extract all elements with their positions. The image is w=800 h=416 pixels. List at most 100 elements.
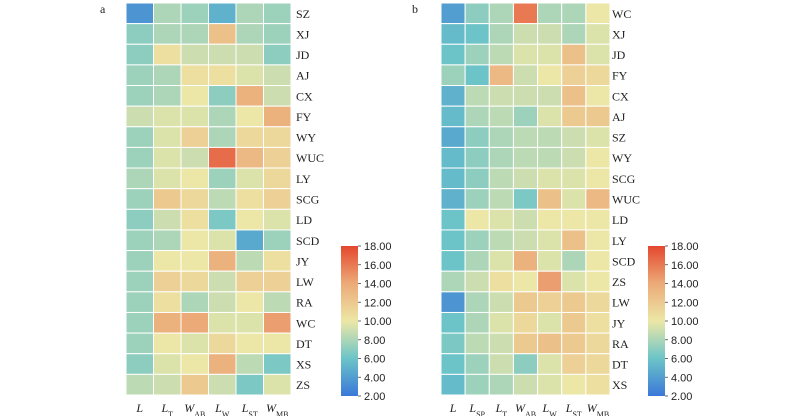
heatmap-cell (488, 229, 514, 252)
row-label: WUC (296, 151, 324, 165)
heatmap-cell (125, 64, 154, 87)
row-label: CX (612, 89, 629, 103)
heatmap-cell (512, 373, 539, 396)
heatmap-cell (537, 188, 563, 210)
heatmap-cell (488, 373, 514, 396)
heatmap-cell (208, 208, 237, 231)
heatmap-cell (153, 311, 182, 334)
row-label: ZS (296, 378, 310, 392)
heatmap-cell (235, 43, 264, 66)
heatmap-cell (440, 311, 466, 334)
row-label: CX (296, 89, 313, 103)
heatmap-cell (488, 126, 514, 148)
heatmap-cell (512, 311, 539, 334)
heatmap-cell (512, 23, 539, 45)
heatmap-cell (125, 85, 154, 107)
row-label: LY (612, 234, 627, 248)
heatmap-cell (537, 167, 563, 190)
heatmap-cell (464, 311, 490, 334)
heatmap-cell (153, 270, 182, 293)
row-label: DT (612, 358, 629, 372)
heatmap-cell (263, 105, 292, 128)
heatmap-cell (235, 291, 264, 313)
heatmap-cell (180, 311, 209, 334)
panel-label: a (100, 2, 106, 16)
row-label: FY (612, 69, 628, 83)
row-label: ZS (612, 275, 626, 289)
heatmap-cell (180, 85, 209, 107)
heatmap-cell (537, 270, 563, 293)
heatmap-cell (464, 270, 490, 293)
heatmap-cell (488, 23, 514, 45)
heatmap-cell (537, 64, 563, 87)
heatmap-cell (125, 373, 154, 396)
heatmap-cell (208, 250, 237, 272)
heatmap-cell (464, 126, 490, 148)
heatmap-cell (208, 43, 237, 66)
column-label: LST (241, 401, 258, 416)
heatmap-cell (488, 332, 514, 355)
heatmap-cell (153, 291, 182, 313)
colorbar-tick-label: 16.00 (671, 260, 699, 272)
row-label: SZ (296, 7, 310, 21)
colorbar-tick-label: 4.00 (364, 372, 385, 384)
heatmap-cell (512, 188, 539, 210)
heatmap-cell (440, 229, 466, 252)
heatmap-cell (208, 188, 237, 210)
heatmap-cell (125, 43, 154, 66)
heatmap-cell (561, 146, 587, 169)
heatmap-cell (440, 126, 466, 148)
heatmap-cell (488, 208, 514, 231)
column-label: LW (214, 401, 230, 416)
colorbar-tick-label: 14.00 (364, 279, 392, 291)
colorbar-tick-label: 14.00 (671, 279, 699, 291)
heatmap-cell (263, 229, 292, 252)
heatmap-cell (180, 332, 209, 355)
row-label: WY (612, 151, 632, 165)
heatmap-cell (235, 167, 264, 190)
row-label: FY (296, 110, 312, 124)
heatmap-cell (537, 105, 563, 128)
heatmap-cell (125, 208, 154, 231)
colorbar-tick-label: 6.00 (671, 354, 692, 366)
heatmap-cell (263, 188, 292, 210)
heatmap-cell (208, 85, 237, 107)
heatmap-cell (208, 23, 237, 45)
colorbar-tick-label: 18.00 (364, 241, 392, 253)
heatmap-cell (153, 43, 182, 66)
row-label: SCG (296, 193, 320, 207)
heatmap-cell (153, 146, 182, 169)
heatmap-cell (208, 311, 237, 334)
heatmap-cell (263, 64, 292, 87)
heatmap-cell (235, 270, 264, 293)
heatmap-cell (537, 373, 563, 396)
heatmap-cell (464, 373, 490, 396)
heatmap-cell (561, 208, 587, 231)
heatmap-cell (153, 64, 182, 87)
row-label: LW (612, 296, 630, 310)
heatmap-cell (537, 291, 563, 313)
heatmap-cell (235, 188, 264, 210)
heatmap-cell (440, 270, 466, 293)
heatmap-cell (512, 105, 539, 128)
heatmap-cell (537, 250, 563, 272)
heatmap-cell (537, 146, 563, 169)
heatmap-cell (153, 250, 182, 272)
row-label: LD (612, 213, 628, 227)
heatmap-cell (208, 2, 237, 25)
row-label: LY (296, 172, 311, 186)
heatmap-cell (561, 126, 587, 148)
heatmap-cell (208, 229, 237, 252)
heatmap-cell (263, 332, 292, 355)
heatmap-cell (180, 105, 209, 128)
heatmap-cell (488, 188, 514, 210)
heatmap-cell (488, 311, 514, 334)
heatmap-cell (263, 43, 292, 66)
column-label: LSP (468, 401, 485, 416)
heatmap-cell (537, 23, 563, 45)
heatmap-cell (512, 167, 539, 190)
heatmap-cell (537, 2, 563, 25)
row-label: SCD (612, 254, 636, 268)
heatmap-cell (153, 167, 182, 190)
heatmap-cell (561, 270, 587, 293)
